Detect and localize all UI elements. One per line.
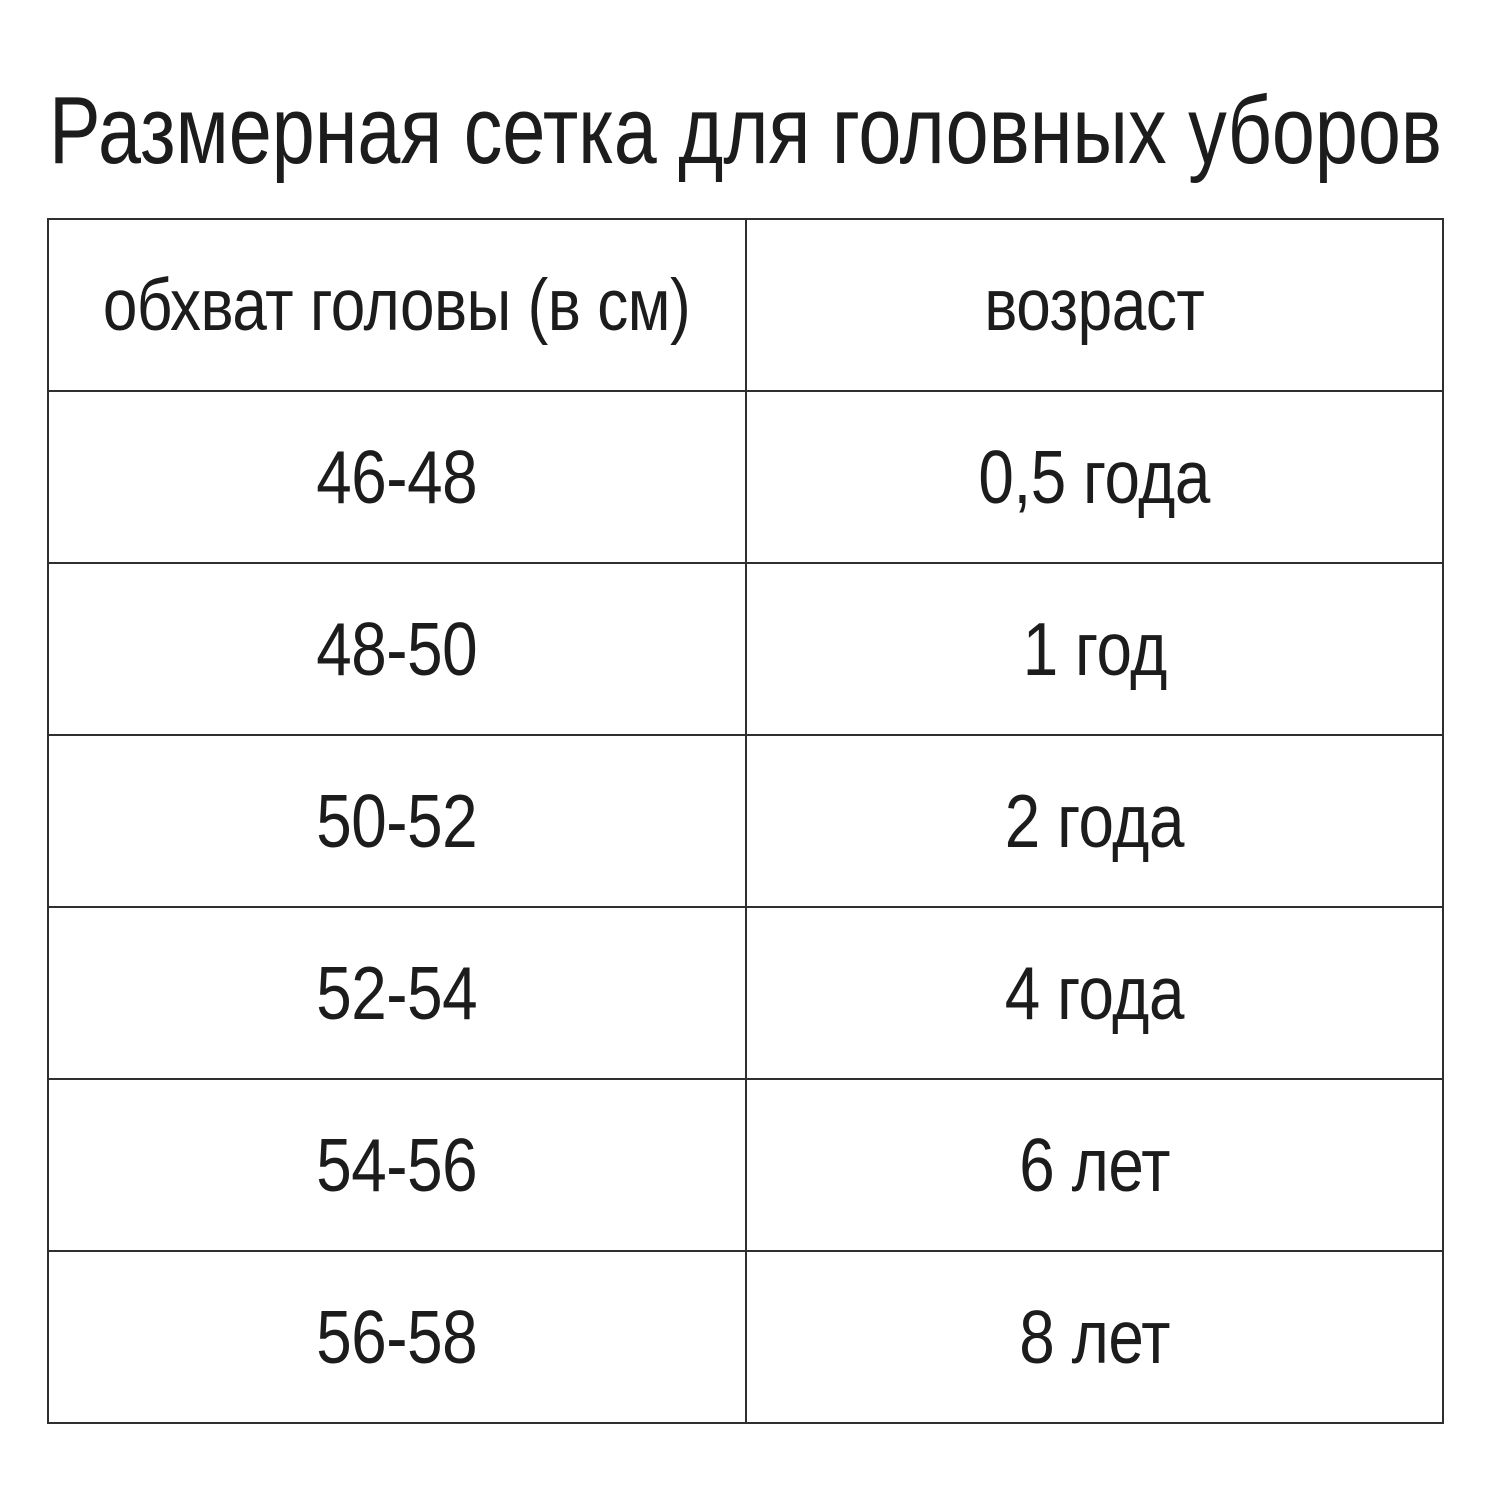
cell-head-circumference: 46-48 [49,392,747,564]
cell-head-circumference: 50-52 [49,736,747,908]
cell-age-value: 1 год [1022,607,1167,691]
cell-age: 4 года [747,908,1444,1080]
cell-age-value: 6 лет [1019,1123,1170,1207]
cell-head-circumference-value: 54-56 [316,1123,478,1207]
cell-head-circumference: 54-56 [49,1080,747,1252]
cell-age: 2 года [747,736,1444,908]
column-header-label: возраст [984,264,1205,346]
cell-head-circumference-value: 56-58 [316,1295,478,1379]
column-header-age: возраст [747,220,1444,392]
column-header-label: обхват головы (в см) [103,264,691,346]
cell-age: 1 год [747,564,1444,736]
cell-age: 6 лет [747,1080,1444,1252]
cell-age: 0,5 года [747,392,1444,564]
size-table: обхват головы (в см) возраст 46-48 0,5 го… [47,218,1444,1424]
cell-head-circumference-value: 52-54 [316,951,478,1035]
cell-head-circumference-value: 50-52 [316,779,478,863]
cell-head-circumference-value: 46-48 [316,435,478,519]
cell-age-value: 8 лет [1019,1295,1170,1379]
cell-age-value: 2 года [1004,779,1185,863]
cell-head-circumference-value: 48-50 [316,607,478,691]
page-title-text: Размерная сетка для головных уборов [49,77,1442,184]
cell-head-circumference: 48-50 [49,564,747,736]
cell-age-value: 4 года [1004,951,1185,1035]
cell-head-circumference: 52-54 [49,908,747,1080]
page-title: Размерная сетка для головных уборов [49,77,1449,195]
cell-age: 8 лет [747,1252,1444,1424]
cell-age-value: 0,5 года [978,435,1211,519]
cell-head-circumference: 56-58 [49,1252,747,1424]
column-header-head-circumference: обхват головы (в см) [49,220,747,392]
